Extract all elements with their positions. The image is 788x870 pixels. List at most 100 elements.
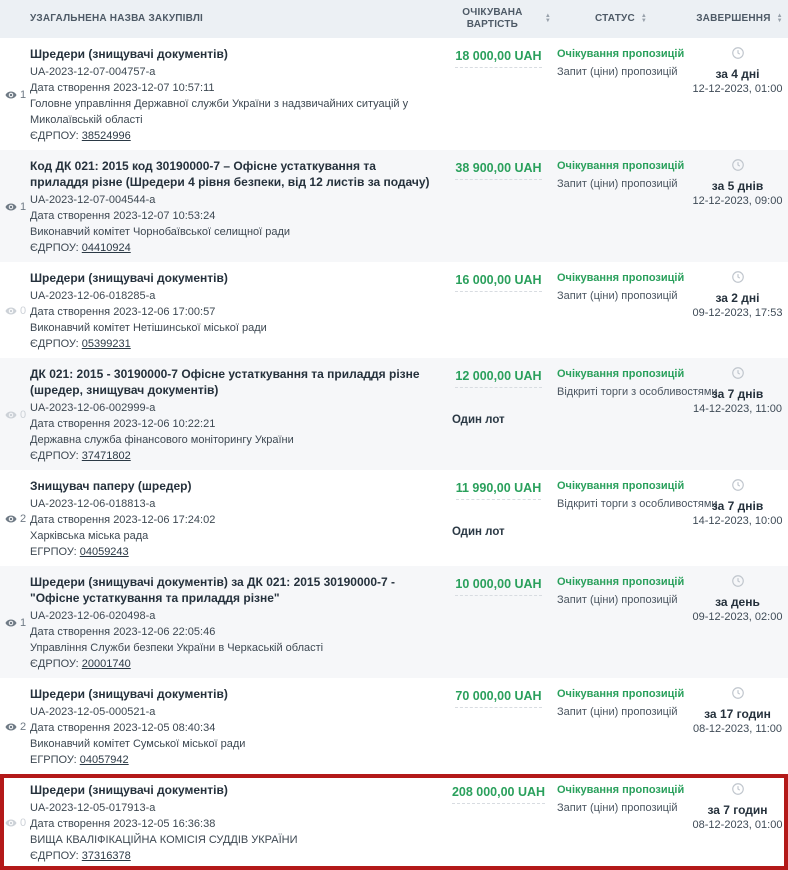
lot-label: Один лот — [452, 414, 505, 426]
expected-value[interactable]: 12 000,00 UAH — [455, 369, 542, 388]
views-count: 0 — [20, 305, 27, 317]
views-counter: 0 — [5, 305, 26, 317]
deadline-date: 14-12-2023, 11:00 — [692, 403, 783, 415]
views-counter: 0 — [5, 817, 26, 829]
organization: ВИЩА КВАЛІФІКАЦІЙНА КОМІСІЯ СУДДІВ УКРАЇ… — [30, 834, 298, 846]
organization: Головне управління Державної служби Укра… — [30, 98, 409, 126]
deadline-date: 12-12-2023, 01:00 — [692, 83, 783, 95]
eye-icon — [5, 513, 17, 525]
views-counter: 0 — [5, 409, 26, 421]
edrpou-line: ЄДРПОУ: 04410924 — [30, 240, 434, 256]
tender-title[interactable]: Шредери (знищувачі документів) — [30, 687, 228, 701]
created-date: Дата створення 2023-12-05 16:36:38 — [30, 818, 216, 830]
clock-icon — [731, 478, 745, 497]
views-counter: 1 — [5, 201, 26, 213]
column-header-expected-value-label: ОЧІКУВАНА ВАРТІСТЬ — [462, 7, 523, 30]
organization: Виконавчий комітет Сумської міської ради — [30, 738, 246, 750]
column-header-status[interactable]: СТАТУС ▲ ▼ — [551, 13, 691, 25]
table-row[interactable]: 1 Шредери (знищувачі документів) за ДК 0… — [0, 566, 788, 678]
sort-icon[interactable]: ▲ ▼ — [640, 13, 648, 24]
table-row[interactable]: 2 Знищувач паперу (шредер) UA-2023-12-06… — [0, 470, 788, 566]
clock-icon — [731, 46, 745, 65]
deadline-date: 12-12-2023, 09:00 — [692, 195, 783, 207]
views-count: 1 — [20, 89, 27, 101]
tender-id: UA-2023-12-06-020498-a — [30, 610, 156, 622]
expected-value[interactable]: 10 000,00 UAH — [455, 577, 542, 596]
deadline-relative: за день — [715, 595, 760, 609]
deadline-date: 09-12-2023, 02:00 — [692, 611, 783, 623]
lot-label: Один лот — [452, 526, 505, 538]
edrpou-line: ЕГРПОУ: 04059243 — [30, 544, 434, 560]
edrpou-line: ЄДРПОУ: 20001740 — [30, 656, 434, 672]
table-row[interactable]: 0 ДК 021: 2015 - 30190000-7 Офісне устат… — [0, 358, 788, 470]
edrpou-link[interactable]: 05399231 — [81, 338, 131, 350]
table-row[interactable]: 2 Шредери (знищувачі документів) UA-2023… — [0, 678, 788, 774]
status-sub: Відкриті торги з особливостями — [557, 498, 718, 510]
status-sub: Запит (ціни) пропозицій — [557, 66, 678, 78]
views-count: 0 — [20, 817, 27, 829]
edrpou-link[interactable]: 38524996 — [81, 130, 131, 142]
edrpou-label: ЄДРПОУ: — [30, 658, 79, 670]
edrpou-label: ЄДРПОУ: — [30, 130, 79, 142]
tender-title[interactable]: Шредери (знищувачі документів) за ДК 021… — [30, 575, 395, 605]
expected-value[interactable]: 208 000,00 UAH — [451, 785, 546, 804]
sort-icon[interactable]: ▲ ▼ — [544, 13, 551, 24]
views-count: 2 — [20, 513, 27, 525]
column-header-expected-value[interactable]: ОЧІКУВАНА ВАРТІСТЬ ▲ ▼ — [446, 7, 551, 31]
edrpou-link[interactable]: 37316378 — [81, 850, 131, 862]
edrpou-line: ЄДРПОУ: 05399231 — [30, 336, 434, 352]
edrpou-link[interactable]: 37471802 — [81, 450, 131, 462]
created-date: Дата створення 2023-12-06 17:00:57 — [30, 306, 216, 318]
edrpou-link[interactable]: 04059243 — [79, 546, 129, 558]
tender-title[interactable]: Шредери (знищувачі документів) — [30, 783, 228, 797]
sort-icon[interactable]: ▲ ▼ — [776, 13, 783, 24]
organization: Виконавчий комітет Нетішинської міської … — [30, 322, 267, 334]
views-count: 1 — [20, 201, 27, 213]
tender-title[interactable]: Знищувач паперу (шредер) — [30, 479, 192, 493]
edrpou-line: ЕГРПОУ: 04057942 — [30, 752, 434, 768]
views-counter: 2 — [5, 721, 26, 733]
table-row[interactable]: 0 Шредери (знищувачі документів) UA-2023… — [0, 262, 788, 358]
eye-icon — [5, 201, 17, 213]
status-main: Очікування пропозицій — [557, 160, 685, 172]
status-main: Очікування пропозицій — [557, 48, 685, 60]
edrpou-label: ЕГРПОУ: — [30, 754, 77, 766]
deadline-date: 08-12-2023, 01:00 — [692, 819, 783, 831]
deadline-relative: за 17 годин — [704, 707, 771, 721]
created-date: Дата створення 2023-12-05 08:40:34 — [30, 722, 216, 734]
eye-icon — [5, 409, 17, 421]
deadline-relative: за 2 дні — [715, 291, 760, 305]
expected-value[interactable]: 16 000,00 UAH — [455, 273, 542, 292]
created-date: Дата створення 2023-12-07 10:53:24 — [30, 210, 216, 222]
edrpou-link[interactable]: 04057942 — [79, 754, 129, 766]
eye-icon — [5, 89, 17, 101]
expected-value[interactable]: 38 900,00 UAH — [455, 161, 542, 180]
table-row[interactable]: 1 Шредери (знищувачі документів) UA-2023… — [0, 38, 788, 150]
table-row-highlighted[interactable]: 0 Шредери (знищувачі документів) UA-2023… — [0, 774, 788, 870]
status-sub: Запит (ціни) пропозицій — [557, 802, 678, 814]
expected-value[interactable]: 11 990,00 UAH — [455, 481, 542, 500]
edrpou-label: ЄДРПОУ: — [30, 242, 79, 254]
tender-id: UA-2023-12-07-004544-a — [30, 194, 156, 206]
views-counter: 1 — [5, 89, 26, 101]
status-main: Очікування пропозицій — [557, 480, 685, 492]
tender-title[interactable]: Шредери (знищувачі документів) — [30, 47, 228, 61]
organization: Харківська міська рада — [30, 530, 149, 542]
deadline-relative: за 7 годин — [707, 803, 768, 817]
tender-title[interactable]: Шредери (знищувачі документів) — [30, 271, 228, 285]
clock-icon — [731, 574, 745, 593]
edrpou-link[interactable]: 04410924 — [81, 242, 131, 254]
edrpou-label: ЄДРПОУ: — [30, 850, 79, 862]
clock-icon — [731, 270, 745, 289]
tender-title[interactable]: Код ДК 021: 2015 код 30190000-7 – Офісне… — [30, 159, 430, 189]
expected-value[interactable]: 70 000,00 UAH — [455, 689, 542, 708]
status-main: Очікування пропозицій — [557, 368, 685, 380]
expected-value[interactable]: 18 000,00 UAH — [455, 49, 542, 68]
edrpou-link[interactable]: 20001740 — [81, 658, 131, 670]
column-header-completion[interactable]: ЗАВЕРШЕННЯ ▲ ▼ — [691, 13, 788, 25]
table-row[interactable]: 1 Код ДК 021: 2015 код 30190000-7 – Офіс… — [0, 150, 788, 262]
status-sub: Запит (ціни) пропозицій — [557, 706, 678, 718]
edrpou-label: ЄДРПОУ: — [30, 450, 79, 462]
tender-title[interactable]: ДК 021: 2015 - 30190000-7 Офісне устатку… — [30, 367, 420, 397]
views-count: 1 — [20, 617, 27, 629]
